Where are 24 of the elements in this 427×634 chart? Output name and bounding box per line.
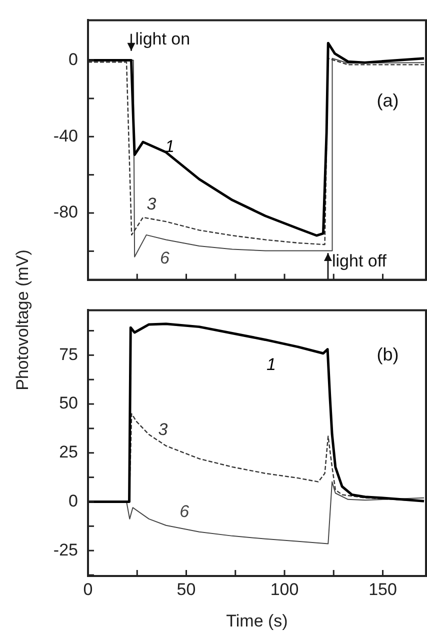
annotation: light off	[332, 252, 387, 271]
series-label: 3	[146, 194, 157, 214]
annotation: (b)	[376, 344, 399, 365]
y-tick-label: 25	[59, 442, 78, 462]
y-tick-label: -80	[53, 202, 78, 222]
series-label: 6	[180, 502, 190, 522]
y-axis-title: Photovoltage (mV)	[13, 250, 33, 390]
series-label: 3	[158, 420, 168, 439]
y-tick-label: -40	[53, 126, 78, 146]
x-axis-title: Time (s)	[226, 611, 288, 630]
series-label: 1	[165, 137, 175, 156]
y-tick-label: -25	[53, 540, 78, 560]
y-tick-label: 50	[59, 394, 78, 413]
x-tick-label: 50	[176, 580, 196, 599]
y-tick-label: 75	[59, 344, 78, 364]
annotation: light on	[135, 30, 190, 49]
series-label: 6	[160, 248, 170, 268]
y-tick-label: 0	[68, 50, 78, 69]
x-tick-label: 100	[270, 580, 299, 599]
annotation: (a)	[376, 90, 399, 110]
x-tick-label: 150	[368, 580, 397, 599]
x-tick-label: 0	[83, 580, 93, 599]
series-label: 1	[266, 354, 276, 374]
y-tick-label: 0	[68, 491, 78, 510]
